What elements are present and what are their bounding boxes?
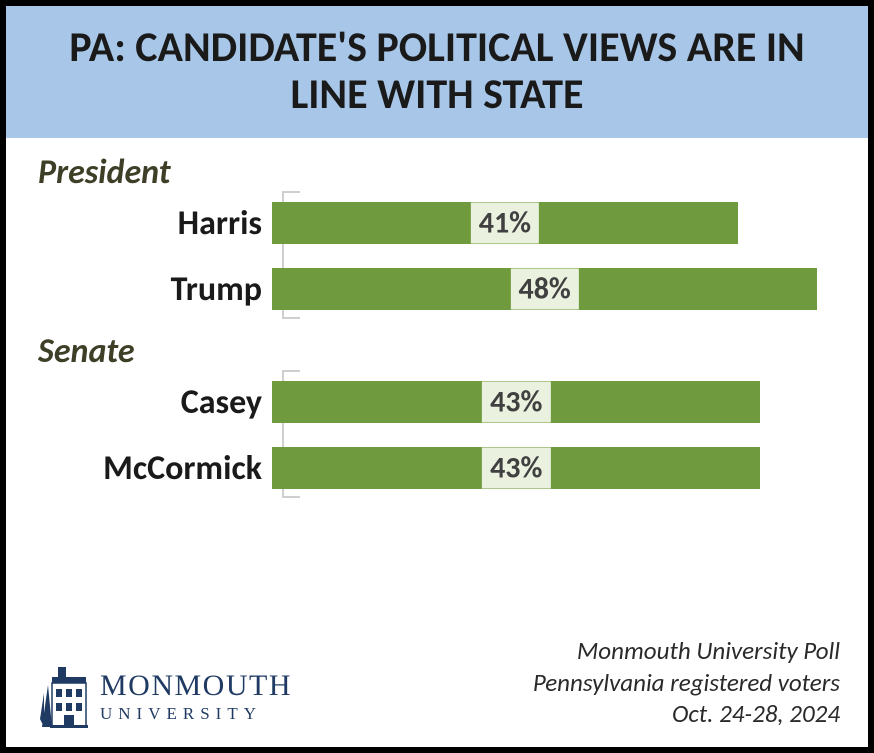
bar-row: McCormick 43% <box>34 440 840 496</box>
bar-fill-trump: 48% <box>272 268 817 310</box>
chart-title: PA: CANDIDATE'S POLITICAL VIEWS ARE IN L… <box>30 24 844 118</box>
monmouth-logo: MONMOUTH UNIVERSITY <box>34 663 292 729</box>
chart-body: President Harris 41% Trump 48% <box>6 138 868 635</box>
source-line-2: Pennsylvania registered voters <box>533 667 840 698</box>
bar-group-senate: Casey 43% McCormick 43% <box>34 374 840 496</box>
bar-fill-casey: 43% <box>272 381 760 423</box>
bar-row: Harris 41% <box>34 195 840 251</box>
building-icon <box>34 663 88 729</box>
section-heading-president: President <box>38 152 840 193</box>
title-band: PA: CANDIDATE'S POLITICAL VIEWS ARE IN L… <box>6 6 868 138</box>
axis-bottom-tick <box>282 496 300 498</box>
bar-group-president: Harris 41% Trump 48% <box>34 195 840 317</box>
logo-main: MONMOUTH <box>100 671 292 701</box>
bar-track: 48% <box>272 268 840 310</box>
chart-frame: PA: CANDIDATE'S POLITICAL VIEWS ARE IN L… <box>0 0 874 753</box>
bar-value-casey: 43% <box>482 382 550 423</box>
axis-bottom-tick <box>282 317 300 319</box>
axis-top-tick <box>282 191 300 193</box>
bar-track: 43% <box>272 381 840 423</box>
bar-track: 41% <box>272 202 840 244</box>
bar-value-trump: 48% <box>510 269 578 310</box>
chart-footer: MONMOUTH UNIVERSITY Monmouth University … <box>6 635 868 747</box>
source-line-3: Oct. 24-28, 2024 <box>533 698 840 729</box>
bar-value-mccormick: 43% <box>482 448 550 489</box>
bar-value-harris: 41% <box>471 203 539 244</box>
bar-fill-harris: 41% <box>272 202 738 244</box>
bar-label-casey: Casey <box>34 382 272 423</box>
logo-text: MONMOUTH UNIVERSITY <box>100 671 292 722</box>
bar-track: 43% <box>272 447 840 489</box>
section-heading-senate: Senate <box>38 331 840 372</box>
source-line-1: Monmouth University Poll <box>533 635 840 666</box>
bar-label-trump: Trump <box>34 269 272 310</box>
logo-sub: UNIVERSITY <box>100 705 292 722</box>
bar-row: Trump 48% <box>34 261 840 317</box>
bar-fill-mccormick: 43% <box>272 447 760 489</box>
axis-top-tick <box>282 370 300 372</box>
bar-row: Casey 43% <box>34 374 840 430</box>
bar-label-harris: Harris <box>34 203 272 244</box>
bar-label-mccormick: McCormick <box>34 448 272 489</box>
source-block: Monmouth University Poll Pennsylvania re… <box>533 635 840 729</box>
